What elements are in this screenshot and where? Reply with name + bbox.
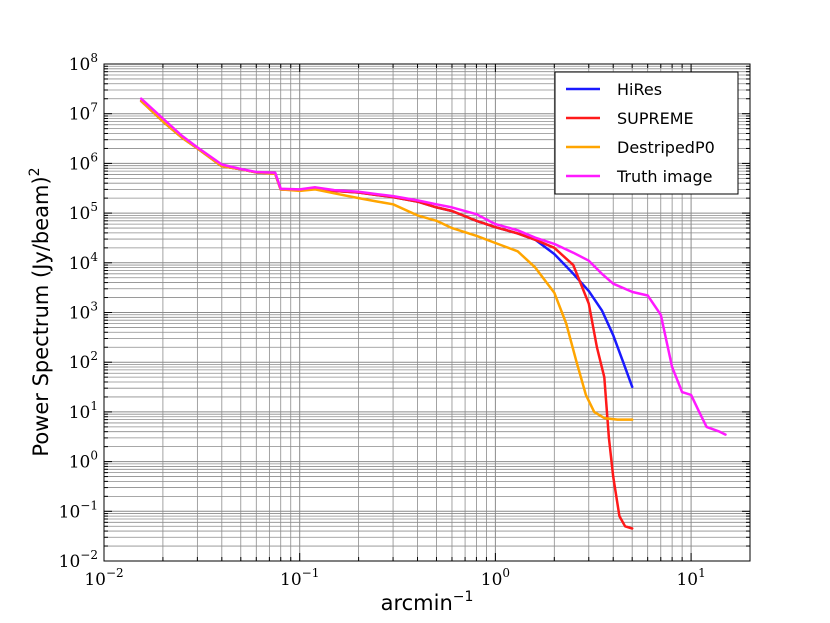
series-line-truth-image — [139, 97, 727, 436]
y-axis-title: Power Spectrum (Jy/beam)2 — [27, 167, 53, 456]
legend-label: Truth image — [616, 167, 712, 186]
y-tick-label: 104 — [69, 250, 99, 274]
y-tick-label: 105 — [69, 200, 98, 224]
y-tick-label: 107 — [69, 101, 98, 125]
y-tick-label: 108 — [69, 51, 98, 75]
legend-box — [554, 71, 739, 195]
y-tick-label: 106 — [69, 150, 98, 174]
y-tick-label: 100 — [69, 449, 98, 473]
x-tick-label: 101 — [676, 566, 705, 590]
y-tick-label: 101 — [69, 399, 98, 423]
y-tick-label: 102 — [69, 349, 98, 373]
y-tick-label: 10−1 — [59, 498, 98, 522]
legend: HiRes SUPREME DestripedP0 Truth image — [554, 71, 739, 195]
x-tick-label: 10−1 — [280, 566, 319, 590]
y-tick-label: 103 — [69, 300, 98, 324]
legend-entries: HiRes SUPREME DestripedP0 Truth image — [566, 80, 715, 186]
ticks-layer — [103, 63, 751, 562]
x-tick-label: 100 — [481, 566, 510, 590]
x-tick-label: 10−2 — [84, 566, 123, 590]
y-tick-label: 10−2 — [59, 548, 98, 572]
x-axis-title: arcmin−1 — [381, 589, 474, 615]
tick-labels: 10−2 10−1 100 101 10−2 10−1 100 101 102 103 104 105… — [59, 51, 706, 590]
series-layer — [139, 97, 727, 530]
legend-label: SUPREME — [617, 109, 694, 128]
legend-label: DestripedP0 — [617, 138, 715, 157]
legend-label: HiRes — [617, 80, 662, 99]
